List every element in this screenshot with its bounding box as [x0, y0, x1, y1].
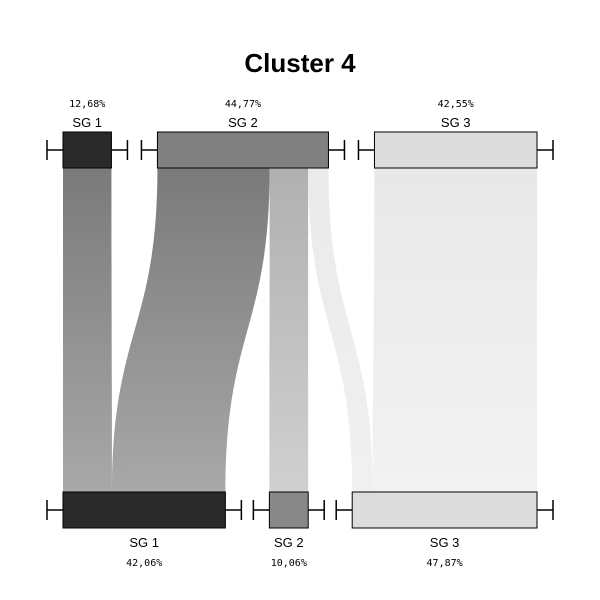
bottom-node-3-percent: 47,87% [427, 558, 463, 569]
top-node-2-name: SG 2 [228, 115, 258, 130]
bottom-node-1-name: SG 1 [129, 535, 159, 550]
bottom-node-3-whisker [335, 500, 554, 520]
top-node-2-percent: 44,77% [225, 99, 261, 110]
top-node-1-name: SG 1 [72, 115, 102, 130]
bottom-node-2 [252, 491, 325, 529]
bottom-node-1 [46, 491, 243, 529]
bottom-node-3-bar [351, 491, 538, 529]
bottom-node-3-name: SG 3 [430, 535, 460, 550]
bottom-node-1-percent: 42,06% [126, 558, 162, 569]
flow-3-to-3 [372, 168, 538, 492]
bottom-node-2-percent: 10,06% [271, 558, 307, 569]
bottom-node-2-name: SG 2 [274, 535, 304, 550]
top-node-1 [46, 131, 129, 169]
top-node-1-bar [62, 131, 112, 169]
top-node-2 [140, 131, 346, 169]
flow-2-to-2 [269, 168, 309, 492]
top-node-3-bar [373, 131, 538, 169]
top-node-1-percent: 12,68% [69, 99, 105, 110]
bottom-node-1-bar [62, 491, 226, 529]
top-node-1-whisker [46, 140, 129, 160]
flows-layer [63, 168, 538, 492]
labels-layer: SG 1 12,68% SG 2 44,77% SG 3 42,55% SG 1 42,06%… [69, 99, 474, 569]
bottom-node-1-whisker [46, 500, 243, 520]
bottom-node-3 [335, 491, 554, 529]
top-node-3 [357, 131, 554, 169]
bottom-node-2-bar [268, 491, 309, 529]
flow-2-to-3 [308, 168, 373, 492]
nodes-layer [46, 131, 554, 529]
top-node-3-name: SG 3 [441, 115, 471, 130]
top-node-3-whisker [357, 140, 554, 160]
flow-1-to-1 [63, 168, 112, 492]
chart-title: Cluster 4 [244, 48, 356, 78]
top-node-2-whisker [140, 140, 346, 160]
top-node-3-percent: 42,55% [438, 99, 474, 110]
top-node-2-bar [156, 131, 329, 169]
flow-2-to-1 [111, 168, 270, 492]
bottom-node-2-whisker [252, 500, 325, 520]
